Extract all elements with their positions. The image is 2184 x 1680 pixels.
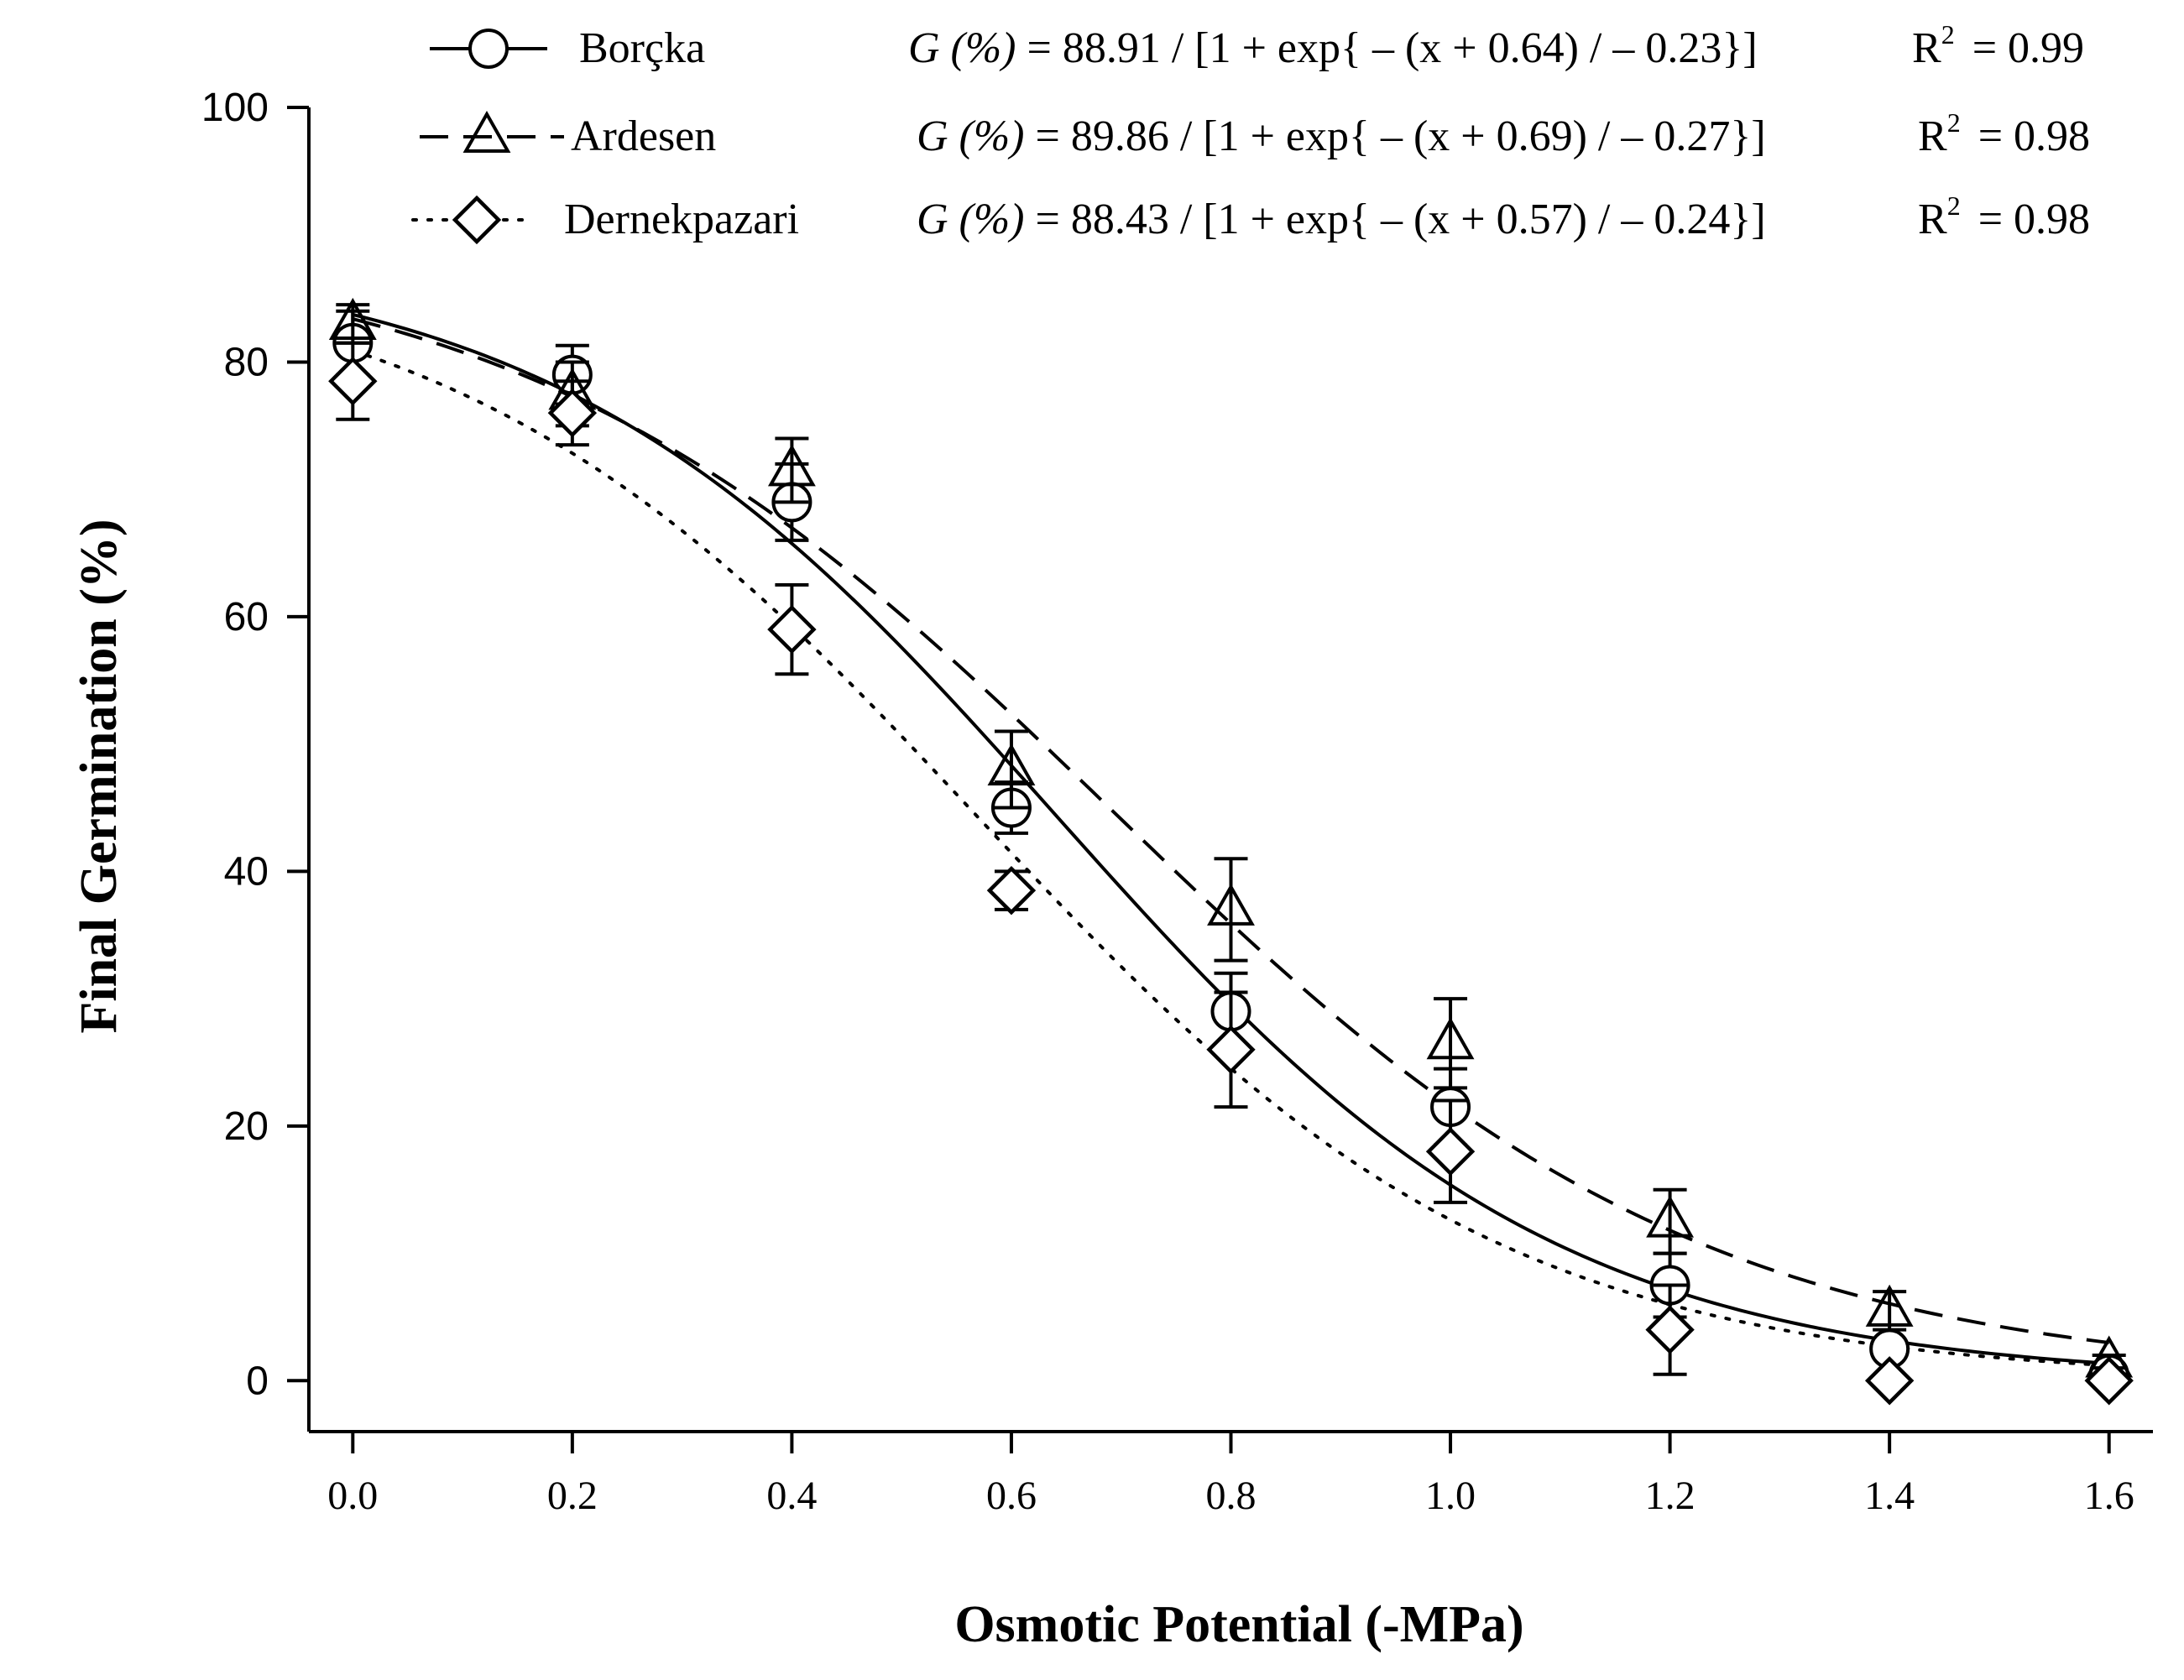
legend-r2: R2 = 0.98: [1918, 190, 2090, 243]
r2-value: = 0.98: [1967, 112, 2090, 160]
r2-label: R: [1918, 112, 1947, 160]
data-point-diamond: [328, 357, 378, 406]
r2-label: R: [1918, 196, 1947, 243]
y-tick-label: 40: [224, 849, 269, 894]
legend-r2: R2 = 0.99: [1912, 19, 2084, 72]
legend-equation: G (%) = 88.91 / [1 + exp{ – (x + 0.64) /…: [908, 24, 1758, 72]
legend-entry-triangle: Ardesen G (%) = 89.86 / [1 + exp{ – (x + …: [420, 107, 2090, 160]
r2-superscript: 2: [1941, 19, 1955, 50]
equation-body: = 89.86 / [1 + exp{ – (x + 0.69) / – 0.2…: [1036, 112, 1766, 160]
data-point-triangle: [1426, 1017, 1475, 1060]
data-point-diamond: [2084, 1356, 2134, 1406]
y-tick-label: 100: [201, 86, 269, 130]
legend-marker: [452, 195, 502, 245]
data-point-diamond: [547, 388, 598, 438]
y-tick-label: 0: [246, 1359, 269, 1403]
series-circle: [332, 309, 2129, 1395]
x-axis-title: Osmotic Potential (-MPa): [954, 1596, 1523, 1653]
data-point-diamond: [767, 604, 817, 655]
data-point-triangle: [1207, 883, 1255, 926]
data-point-triangle: [1865, 1284, 1914, 1327]
series-diamond: [328, 341, 2134, 1406]
legend-marker: [462, 110, 511, 153]
data-point-triangle: [328, 297, 377, 340]
y-tick-label: 80: [224, 340, 269, 384]
data-point-triangle: [987, 743, 1036, 785]
data-point-triangle: [767, 444, 816, 487]
r2-label: R: [1912, 24, 1941, 72]
y-tick-label: 20: [224, 1104, 269, 1149]
data-point-diamond: [1425, 1127, 1476, 1177]
y-tick-label: 60: [224, 595, 269, 639]
x-tick-label: 1.6: [2084, 1474, 2134, 1518]
fit-curve-triangle: [352, 317, 2109, 1344]
x-tick-label: 1.2: [1645, 1474, 1695, 1518]
legend-equation: G (%) = 89.86 / [1 + exp{ – (x + 0.69) /…: [917, 112, 1766, 160]
fit-curve-diamond: [351, 348, 2111, 1368]
legend-label: Borçka: [579, 24, 705, 72]
data-point-triangle: [1646, 1195, 1695, 1238]
r2-superscript: 2: [1947, 107, 1961, 138]
x-tick-label: 0.0: [327, 1474, 378, 1518]
x-tick-label: 1.4: [1864, 1474, 1915, 1518]
legend-marker: [468, 29, 509, 69]
legend-equation: G (%) = 88.43 / [1 + exp{ – (x + 0.57) /…: [917, 196, 1766, 243]
legend-entry-circle: Borçka G (%) = 88.91 / [1 + exp{ – (x + 0…: [430, 19, 2084, 72]
r2-value: = 0.98: [1967, 196, 2090, 243]
data-point-diamond: [986, 865, 1037, 916]
legend-label: Ardesen: [571, 112, 716, 160]
fit-curves: [351, 312, 2111, 1368]
data-point-diamond: [1864, 1356, 1915, 1406]
equation-body: = 88.43 / [1 + exp{ – (x + 0.57) / – 0.2…: [1036, 196, 1766, 243]
equation-body: = 88.91 / [1 + exp{ – (x + 0.64) / – 0.2…: [1027, 24, 1758, 72]
x-tick-label: 0.4: [766, 1474, 817, 1518]
x-tick-label: 0.2: [547, 1474, 598, 1518]
x-tick-label: 1.0: [1425, 1474, 1476, 1518]
fit-curve-circle: [352, 312, 2109, 1365]
series-triangle: [328, 297, 2134, 1378]
y-axis-title: Final Germination (%): [71, 519, 128, 1033]
equation-prefix: G (%): [917, 196, 1036, 243]
data-points: [328, 297, 2134, 1406]
x-tick-label: 0.6: [986, 1474, 1037, 1518]
equation-prefix: G (%): [908, 24, 1027, 72]
equation-prefix: G (%): [917, 112, 1036, 160]
data-point-diamond: [1645, 1305, 1695, 1354]
data-point-diamond: [1206, 1025, 1256, 1074]
r2-value: = 0.99: [1962, 24, 2084, 72]
legend-entry-diamond: Dernekpazari G (%) = 88.43 / [1 + exp{ – …: [411, 190, 2090, 245]
legend-r2: R2 = 0.98: [1918, 107, 2090, 160]
axes: 0 20 40 60 80 100 0.0 0.2 0.4 0.6 0.8 1.0 1.2 1.4 1.6 O…: [71, 86, 2153, 1653]
legend-label: Dernekpazari: [564, 196, 799, 243]
x-tick-label: 0.8: [1206, 1474, 1257, 1518]
legend: Borçka G (%) = 88.91 / [1 + exp{ – (x + 0…: [411, 19, 2090, 245]
r2-superscript: 2: [1947, 190, 1961, 221]
